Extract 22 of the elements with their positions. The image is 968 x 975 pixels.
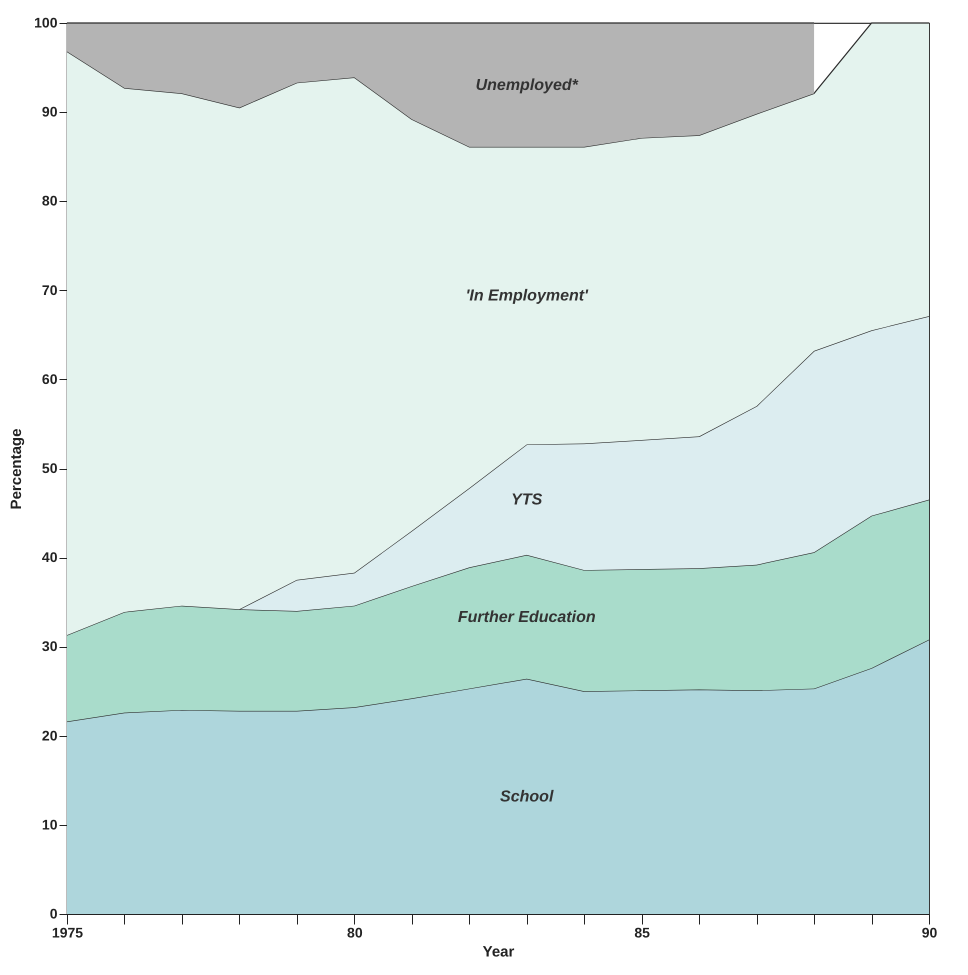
series-label: Further Education (458, 608, 596, 626)
series-label: 'In Employment' (466, 288, 590, 305)
x-axis-title: Year (482, 944, 515, 960)
y-tick-label: 80 (42, 192, 58, 209)
series-label: School (500, 788, 554, 806)
y-tick-label: 20 (42, 727, 58, 744)
x-tick-label: 90 (922, 924, 938, 940)
series-label: Unemployed* (476, 76, 579, 94)
y-tick-label: 50 (42, 460, 58, 476)
y-tick-label: 90 (42, 104, 58, 120)
y-tick-label: 40 (42, 549, 58, 566)
y-tick-label: 60 (42, 370, 58, 387)
series-label: YTS (511, 492, 543, 509)
x-tick-label: 85 (634, 924, 650, 940)
x-tick-label: 1975 (52, 924, 84, 940)
y-tick-label: 10 (42, 816, 58, 832)
y-tick-label: 0 (50, 906, 58, 922)
y-tick-label: 30 (42, 638, 58, 654)
y-axis-title: Percentage (8, 428, 26, 510)
y-tick-label: 100 (34, 14, 58, 30)
x-tick-label: 80 (347, 924, 363, 940)
y-tick-label: 70 (42, 282, 58, 298)
